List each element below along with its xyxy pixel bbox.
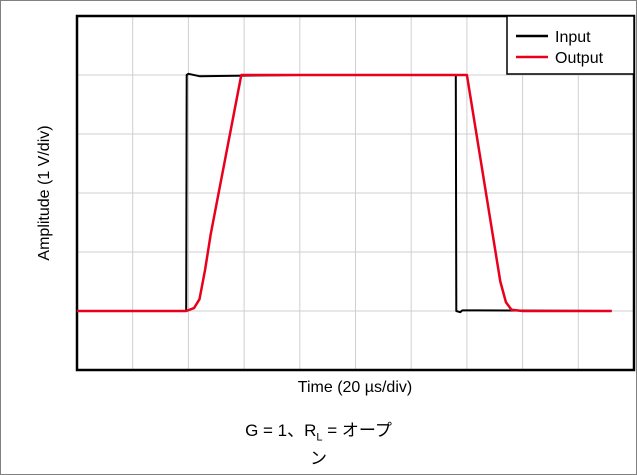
y-axis-label: Amplitude (1 V/div) [36,125,53,260]
x-axis-label: Time (20 µs/div) [298,379,412,396]
caption-prefix: G = 1、R [245,421,317,440]
caption-condition: オープ [341,421,392,441]
figure-caption-line2: ン [310,449,327,469]
chart: Input Output Time (20 µs/div) Amplitude … [36,14,636,396]
series-layer [77,72,612,314]
legend-box [506,15,635,75]
legend-label-output: Output [555,50,604,67]
plot-area [75,14,636,372]
legend-label-input: Input [555,29,591,46]
figure-caption: G = 1、RL = オープ [0,416,637,443]
caption-equals: = [322,421,342,440]
caption-subscript: L [316,431,323,444]
series-line-output [77,73,612,313]
legend: Input Output [506,15,635,75]
